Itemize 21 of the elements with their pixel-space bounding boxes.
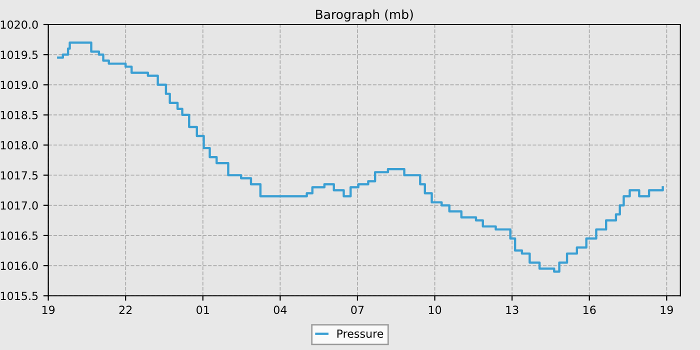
y-tick-label: 1019.0 xyxy=(0,80,38,90)
x-tick-label: 19 xyxy=(660,306,673,314)
x-tick-label: 13 xyxy=(506,306,518,314)
x-tick-label: 04 xyxy=(274,306,287,314)
x-tick-label: 22 xyxy=(119,306,132,314)
y-tick-label: 1016.0 xyxy=(0,262,38,270)
y-tick-label: 1020.0 xyxy=(0,20,38,29)
chart-title: Barograph (mb) xyxy=(316,9,413,22)
x-tick-label: 16 xyxy=(584,306,596,314)
y-tick-label: 1017.0 xyxy=(0,201,38,210)
x-tick-label: 19 xyxy=(42,306,55,314)
x-tick-label: 01 xyxy=(196,306,209,314)
y-tick-label: 1018.5 xyxy=(0,110,38,120)
y-tick-label: 1016.5 xyxy=(0,231,38,240)
legend-label: Pressure xyxy=(337,330,384,338)
x-tick-label: 07 xyxy=(351,306,364,314)
y-tick-label: 1019.5 xyxy=(0,50,38,60)
y-tick-label: 1015.5 xyxy=(0,292,38,300)
y-tick-label: 1018.0 xyxy=(0,141,38,150)
x-tick-label: 10 xyxy=(428,306,442,314)
y-tick-label: 1017.5 xyxy=(0,171,38,180)
